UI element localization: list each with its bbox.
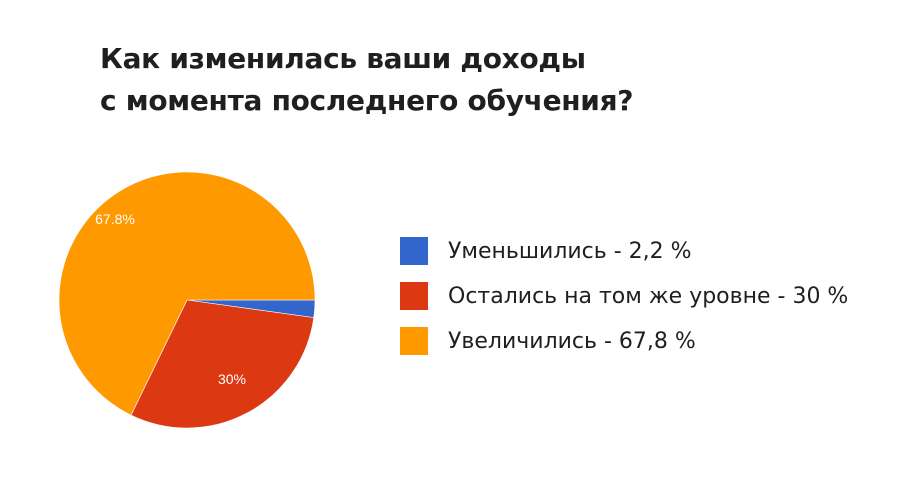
legend-swatch-blue — [400, 237, 428, 265]
legend-swatch-red — [400, 282, 428, 310]
pie-slice — [58, 171, 316, 416]
chart-title-line-2: с момента последнего обучения? — [100, 84, 634, 117]
legend: Уменьшились - 2,2 % Остались на том же у… — [400, 237, 848, 372]
pie-slice — [130, 299, 315, 429]
slice-data-label: 30% — [218, 371, 246, 387]
legend-swatch-orange — [400, 327, 428, 355]
chart-title: Как изменилась ваши доходы с момента пос… — [100, 38, 634, 122]
legend-label: Уменьшились - 2,2 % — [448, 238, 692, 264]
legend-item-increased: Увеличились - 67,8 % — [400, 327, 848, 355]
chart-title-line-1: Как изменилась ваши доходы — [100, 42, 586, 75]
slice-data-label: 67.8% — [95, 211, 135, 227]
legend-item-decreased: Уменьшились - 2,2 % — [400, 237, 848, 265]
legend-label: Остались на том же уровне - 30 % — [448, 283, 849, 309]
legend-item-same: Остались на том же уровне - 30 % — [400, 282, 848, 310]
legend-label: Увеличились - 67,8 % — [448, 328, 696, 354]
